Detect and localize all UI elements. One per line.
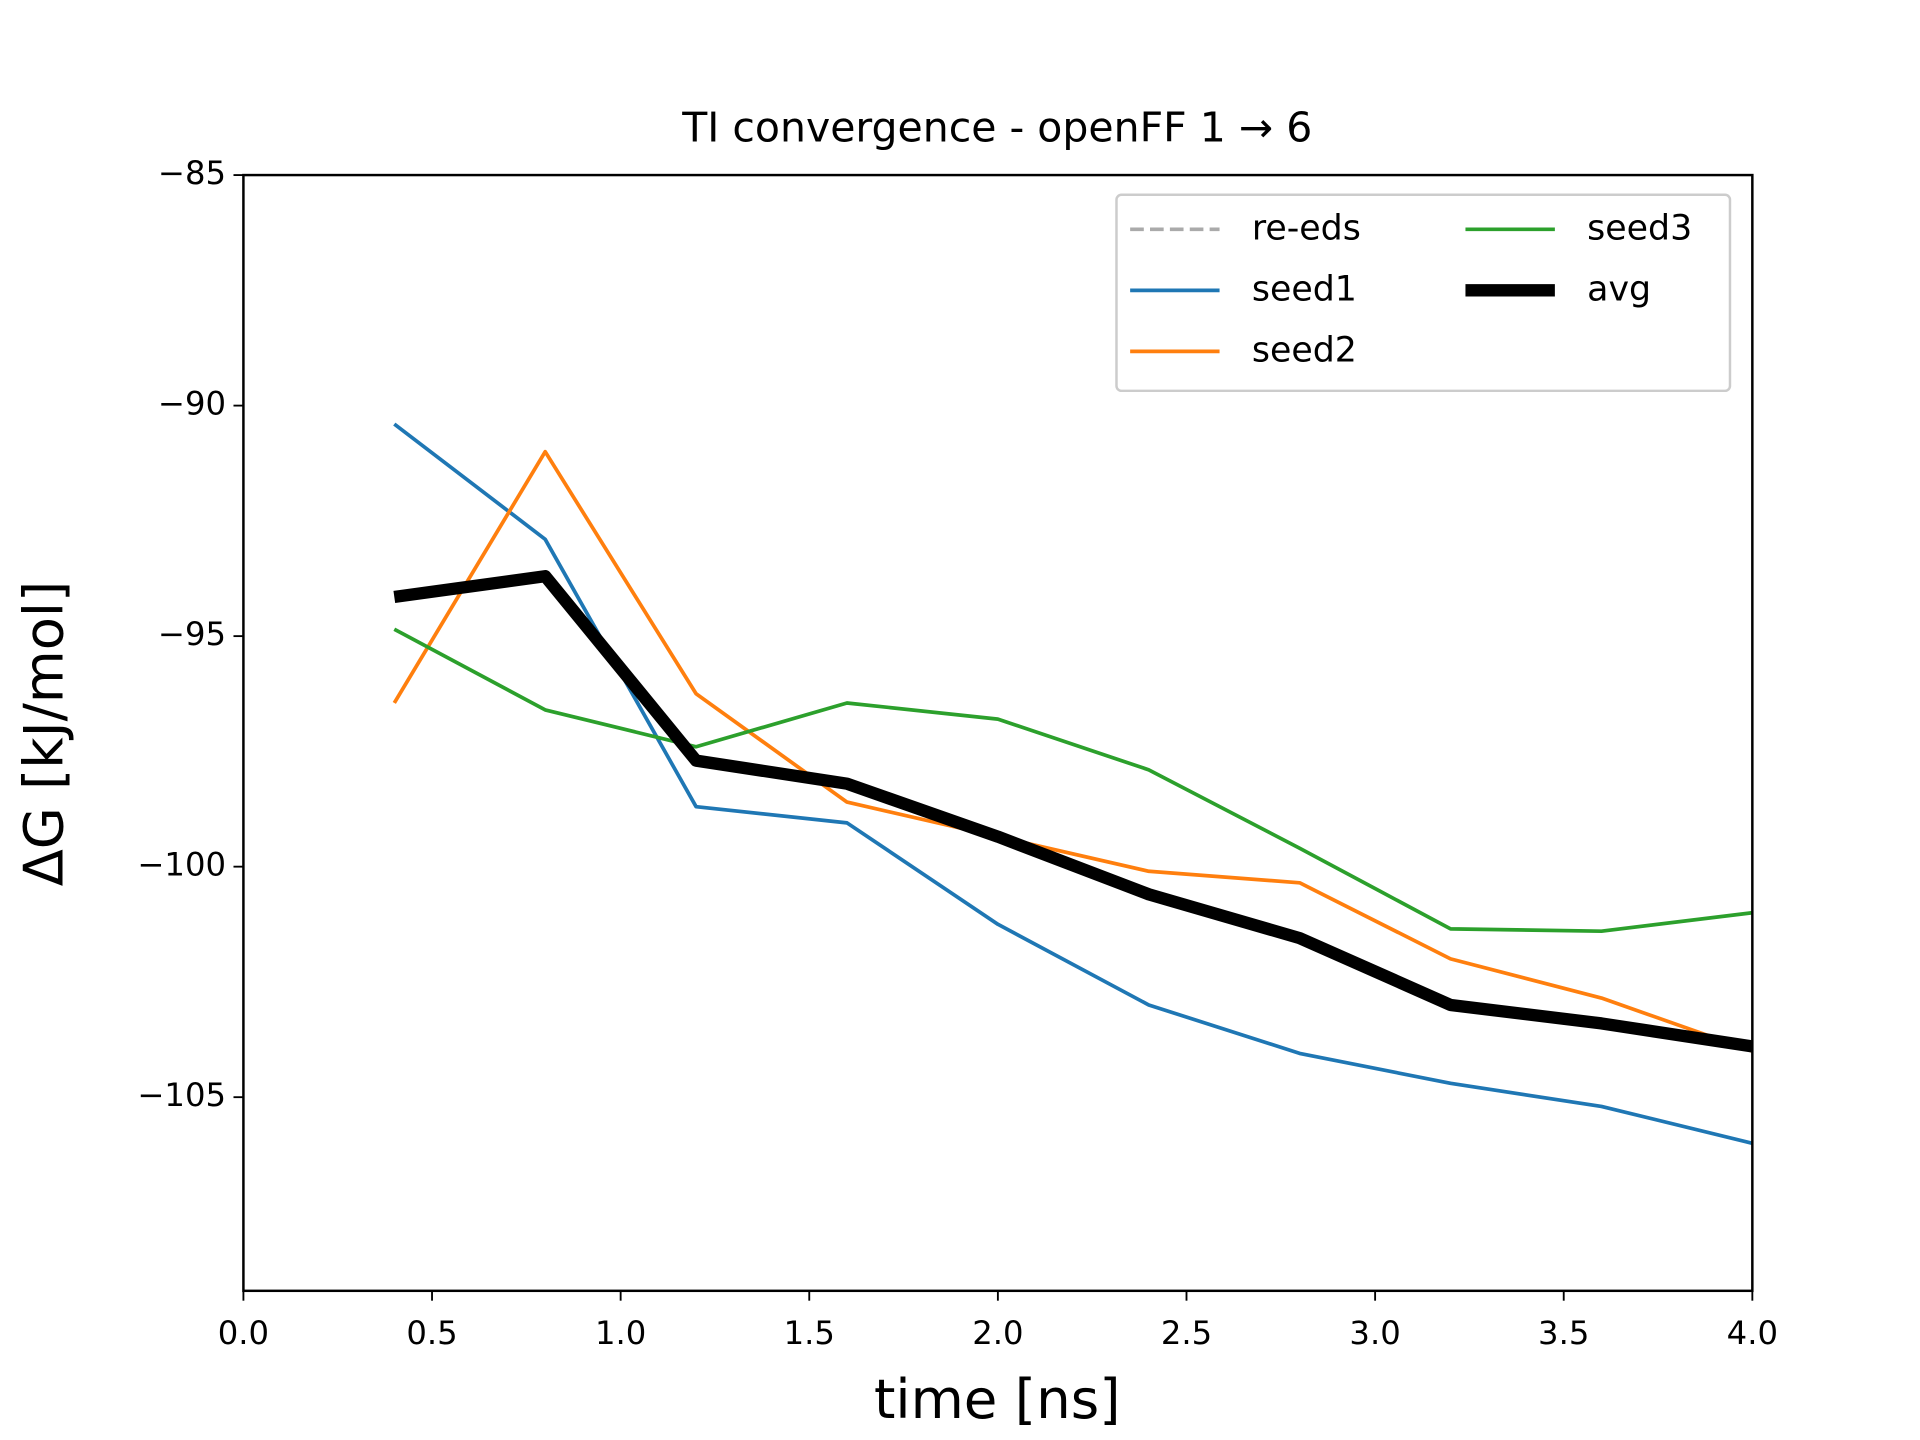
x-tick-label: 2.5	[1161, 1314, 1212, 1352]
legend-label: seed1	[1252, 269, 1357, 309]
series-line	[393, 422, 1753, 1146]
axes-frame	[242, 173, 1754, 1293]
chart-title: TI convergence - openFF 1 → 6	[681, 104, 1312, 152]
y-tick-label: −105	[137, 1076, 226, 1114]
y-axis-label: ΔG [kJ/mol]	[11, 581, 75, 886]
legend-label: re-eds	[1252, 208, 1361, 248]
x-tick-label: 0.5	[406, 1314, 457, 1352]
x-tick-label: 1.5	[784, 1314, 835, 1352]
series-line	[393, 627, 1753, 934]
x-tick-label: 4.0	[1727, 1314, 1778, 1352]
series-line	[392, 449, 1753, 1053]
legend-label: seed2	[1252, 330, 1357, 370]
x-tick-label: 2.0	[972, 1314, 1023, 1352]
legend-box	[1115, 193, 1732, 393]
legend-label: seed3	[1587, 208, 1692, 248]
x-axis-label: time [ns]	[874, 1367, 1121, 1431]
y-tick-label: −100	[137, 846, 226, 884]
series-line	[393, 570, 1754, 1053]
y-tick-label: −85	[158, 154, 226, 192]
x-tick-label: 3.0	[1349, 1314, 1400, 1352]
legend-label: avg	[1587, 269, 1651, 309]
y-tick-label: −90	[158, 385, 226, 423]
x-tick-label: 1.0	[595, 1314, 646, 1352]
x-tick-label: 0.0	[218, 1314, 269, 1352]
x-tick-label: 3.5	[1538, 1314, 1589, 1352]
y-tick-label: −95	[158, 615, 226, 653]
